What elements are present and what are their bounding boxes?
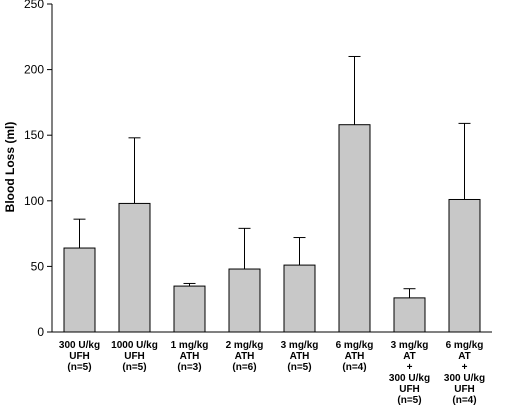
bar — [448, 198, 481, 333]
x-category-label-line: 6 mg/kg — [446, 340, 484, 351]
y-tick-label: 150 — [24, 128, 44, 142]
x-category-label-line: (n=5) — [122, 362, 146, 373]
x-category-label-line: ATH — [235, 351, 255, 362]
x-category-label-line: 3 mg/kg — [281, 340, 319, 351]
y-tick-label: 100 — [24, 194, 44, 208]
x-category-label-line: UFH — [399, 384, 420, 395]
x-category-label-line: (n=3) — [177, 362, 201, 373]
x-category-label: 6 mg/kg AT +300 U/kg UFH (n=4) — [444, 340, 485, 406]
x-category-label-line: UFH — [124, 351, 145, 362]
x-category-label-line: (n=5) — [287, 362, 311, 373]
x-category-label-line: 2 mg/kg — [226, 340, 264, 351]
x-category-label-line: 300 U/kg — [59, 340, 100, 351]
y-ticks: 0 50 100 150 200 250 — [24, 0, 52, 339]
x-category-label-line: 300 U/kg — [444, 373, 485, 384]
bar — [63, 247, 96, 333]
x-category-label-line: (n=4) — [342, 362, 366, 373]
x-category-label-line: 3 mg/kg — [391, 340, 429, 351]
bars — [63, 124, 481, 333]
x-category-labels: 300 U/kg UFH (n=5)1000 U/kg UFH (n=5)1 mg/kg… — [59, 340, 485, 406]
x-category-label-line: UFH — [69, 351, 90, 362]
x-category-label-line: (n=5) — [67, 362, 91, 373]
bar — [283, 264, 316, 333]
x-category-label-line: 6 mg/kg — [336, 340, 374, 351]
error-bars — [73, 55, 471, 298]
x-category-label: 1 mg/kg ATH (n=3) — [171, 340, 209, 373]
x-category-label: 6 mg/kg ATH (n=4) — [336, 340, 374, 373]
x-category-label-line: 1 mg/kg — [171, 340, 209, 351]
y-tick-label: 0 — [37, 325, 44, 339]
bar — [118, 202, 151, 333]
x-category-label-line: + — [462, 362, 468, 373]
x-category-label: 1000 U/kg UFH (n=5) — [111, 340, 158, 373]
x-category-label-line: ATH — [180, 351, 200, 362]
x-category-label-line: AT — [458, 351, 471, 362]
x-category-label-line: + — [407, 362, 413, 373]
x-category-label-line: (n=4) — [452, 395, 476, 406]
x-category-label-line: AT — [403, 351, 416, 362]
axes — [51, 4, 492, 333]
y-axis-title: Blood Loss (ml) — [3, 122, 17, 213]
x-category-label-line: ATH — [290, 351, 310, 362]
x-category-label-line: (n=5) — [397, 395, 421, 406]
x-category-label: 3 mg/kg AT +300 U/kg UFH (n=5) — [389, 340, 430, 406]
y-tick-label: 50 — [31, 259, 45, 273]
x-category-label-line: 300 U/kg — [389, 373, 430, 384]
bar — [338, 124, 371, 333]
x-category-label: 2 mg/kg ATH (n=6) — [226, 340, 264, 373]
bar — [393, 297, 426, 333]
x-category-label-line: 1000 U/kg — [111, 340, 158, 351]
x-category-label: 300 U/kg UFH (n=5) — [59, 340, 100, 373]
x-category-label-line: ATH — [345, 351, 365, 362]
x-category-label-line: UFH — [454, 384, 475, 395]
bar — [173, 285, 206, 333]
x-category-label: 3 mg/kg ATH (n=5) — [281, 340, 319, 373]
y-tick-label: 250 — [24, 0, 44, 11]
y-tick-label: 200 — [24, 63, 44, 77]
x-category-label-line: (n=6) — [232, 362, 256, 373]
bar — [228, 268, 261, 333]
